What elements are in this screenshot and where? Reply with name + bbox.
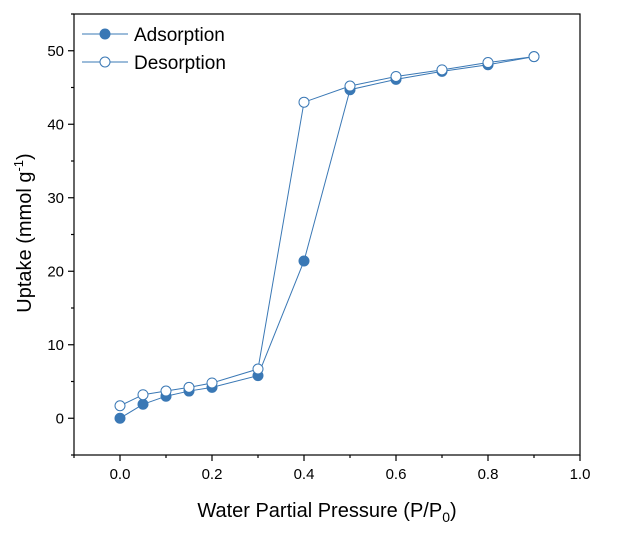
y-axis-title: Uptake (mmol g-1) bbox=[11, 153, 36, 312]
data-point-desorption bbox=[137, 389, 149, 401]
y-tick-label: 20 bbox=[47, 263, 64, 280]
data-point-desorption bbox=[482, 57, 494, 69]
legend-marker-desorption bbox=[99, 56, 111, 68]
x-tick-label: 1.0 bbox=[570, 466, 591, 483]
legend-label-adsorption: Adsorption bbox=[134, 25, 225, 46]
y-tick-label: 30 bbox=[47, 190, 64, 207]
plot-frame bbox=[73, 13, 581, 456]
data-point-adsorption bbox=[298, 255, 310, 267]
data-point-desorption bbox=[298, 96, 310, 108]
y-axis-title-superscript: -1 bbox=[11, 160, 26, 172]
x-tick-label: 0.6 bbox=[386, 466, 407, 483]
legend: Adsorption Desorption bbox=[82, 25, 226, 74]
x-tick-label: 0.4 bbox=[294, 466, 315, 483]
series-line-desorption bbox=[119, 56, 535, 407]
x-axis-title-main: Water Partial Pressure (P/P bbox=[197, 500, 442, 522]
series-adsorption bbox=[114, 51, 540, 424]
data-point-desorption bbox=[344, 80, 356, 92]
x-tick-label: 0.8 bbox=[478, 466, 499, 483]
y-tick-label: 50 bbox=[47, 43, 64, 60]
y-tick-label: 0 bbox=[56, 410, 64, 427]
data-point-desorption bbox=[114, 400, 126, 412]
data-point-desorption bbox=[183, 381, 195, 393]
y-tick-label: 10 bbox=[47, 337, 64, 354]
data-point-desorption bbox=[390, 70, 402, 82]
data-point-adsorption bbox=[137, 398, 149, 410]
x-axis-title: Water Partial Pressure (P/P0) bbox=[197, 500, 456, 525]
legend-marker-adsorption bbox=[99, 28, 111, 40]
y-axis-title-main: Uptake (mmol g bbox=[14, 172, 36, 313]
series-layer bbox=[114, 51, 540, 424]
data-point-desorption bbox=[528, 51, 540, 63]
x-axis-title-subscript: 0 bbox=[442, 509, 450, 525]
series-line-adsorption bbox=[119, 56, 535, 419]
legend-label-desorption: Desorption bbox=[134, 53, 226, 74]
axes: 0.0 0.2 0.4 0.6 0.8 1.0 0 10 20 30 40 50 bbox=[47, 13, 591, 483]
data-point-desorption bbox=[160, 385, 172, 397]
series-desorption bbox=[114, 51, 540, 412]
x-tick-label: 0.0 bbox=[110, 466, 131, 483]
data-point-desorption bbox=[252, 363, 264, 375]
y-axis-title-end: ) bbox=[14, 153, 36, 160]
x-axis-title-end: ) bbox=[450, 500, 457, 522]
data-point-adsorption bbox=[114, 412, 126, 424]
x-tick-label: 0.2 bbox=[202, 466, 223, 483]
data-point-desorption bbox=[436, 64, 448, 76]
y-tick-label: 40 bbox=[47, 116, 64, 133]
data-point-desorption bbox=[206, 377, 218, 389]
